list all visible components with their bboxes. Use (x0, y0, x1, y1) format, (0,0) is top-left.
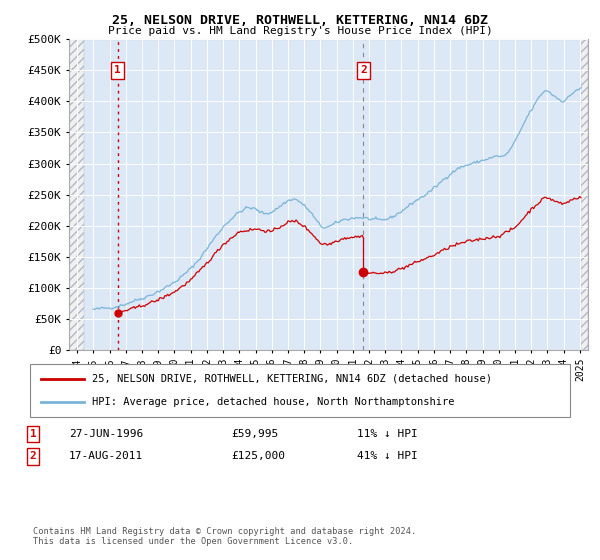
Text: 25, NELSON DRIVE, ROTHWELL, KETTERING, NN14 6DZ: 25, NELSON DRIVE, ROTHWELL, KETTERING, N… (112, 14, 488, 27)
Bar (581, 39, 588, 350)
Text: 1: 1 (29, 429, 37, 439)
Text: 27-JUN-1996: 27-JUN-1996 (69, 429, 143, 439)
Text: Contains HM Land Registry data © Crown copyright and database right 2024.
This d: Contains HM Land Registry data © Crown c… (33, 526, 416, 546)
Text: £59,995: £59,995 (231, 429, 278, 439)
Text: 25, NELSON DRIVE, ROTHWELL, KETTERING, NN14 6DZ (detached house): 25, NELSON DRIVE, ROTHWELL, KETTERING, N… (92, 374, 492, 384)
Text: 2: 2 (360, 66, 367, 75)
Text: £125,000: £125,000 (231, 451, 285, 461)
Text: Price paid vs. HM Land Registry's House Price Index (HPI): Price paid vs. HM Land Registry's House … (107, 26, 493, 36)
Text: 1: 1 (114, 66, 121, 75)
FancyBboxPatch shape (30, 364, 570, 417)
Text: 17-AUG-2011: 17-AUG-2011 (69, 451, 143, 461)
Text: 41% ↓ HPI: 41% ↓ HPI (357, 451, 418, 461)
Bar (69, 39, 85, 350)
Text: 2: 2 (29, 451, 37, 461)
Text: HPI: Average price, detached house, North Northamptonshire: HPI: Average price, detached house, Nort… (92, 397, 455, 407)
Text: 11% ↓ HPI: 11% ↓ HPI (357, 429, 418, 439)
